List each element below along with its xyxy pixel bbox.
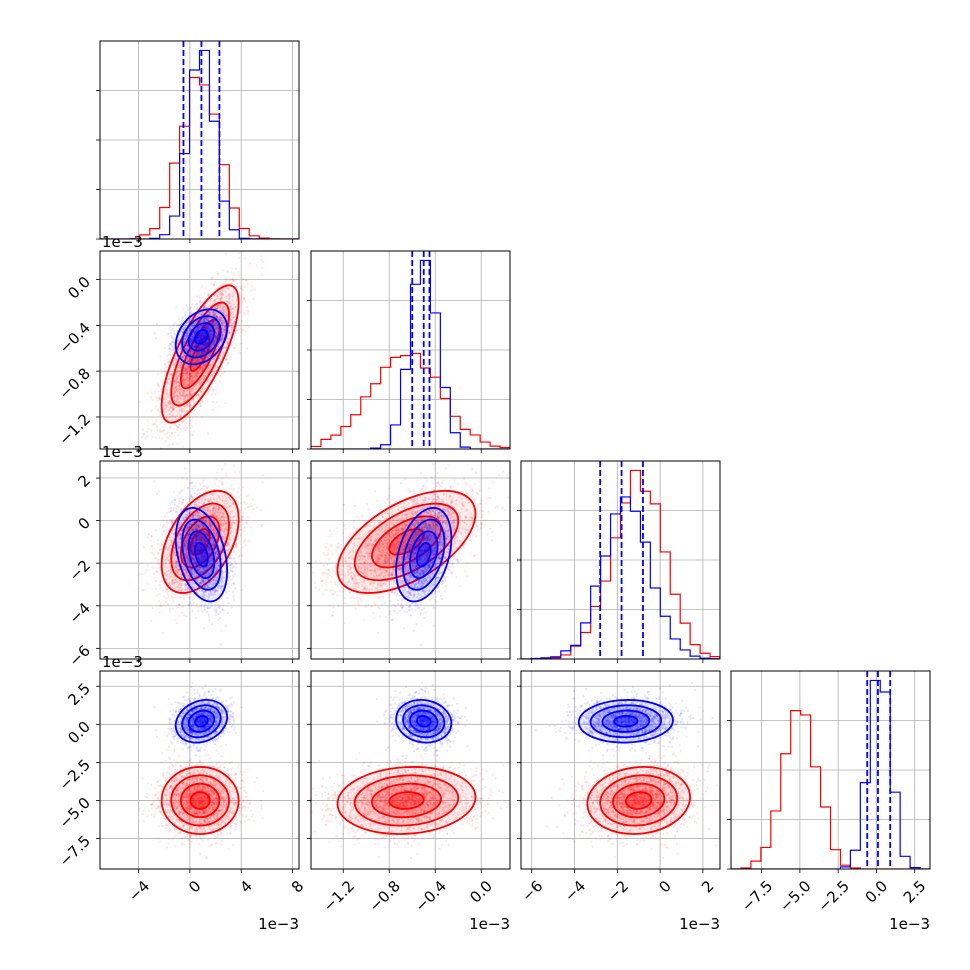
panel-1-1 xyxy=(307,250,511,453)
contours-series-0 xyxy=(160,284,240,424)
panel-3-3: −7.5 −5.0 −2.5 0.0 2.5 1e−3 xyxy=(727,670,931,933)
x-tick-label: 0 xyxy=(185,877,204,896)
axes-frame xyxy=(520,460,721,660)
x-tick-label: 0 xyxy=(655,877,674,896)
x-tick-label: −0.4 xyxy=(411,877,449,915)
y-tick-label: −4 xyxy=(66,599,94,627)
x-tick-label: 2.5 xyxy=(900,877,930,907)
plot-area xyxy=(100,251,299,449)
gridlines xyxy=(521,671,720,869)
x-tick-label: 2 xyxy=(698,877,717,896)
contours-series-1 xyxy=(577,699,674,744)
contours-series-0 xyxy=(586,766,691,835)
x-tick-label: 0.0 xyxy=(862,877,892,907)
plot-area xyxy=(311,251,510,449)
gridlines xyxy=(100,41,299,239)
x-tick-label: 0.0 xyxy=(466,877,496,907)
plot-area xyxy=(311,461,510,659)
contours-series-0 xyxy=(336,489,477,594)
plot-area xyxy=(521,461,720,659)
axes-frame xyxy=(310,250,511,450)
plot-area xyxy=(100,671,299,869)
contours-series-1 xyxy=(395,506,453,603)
axes-frame xyxy=(99,460,300,660)
plot-area xyxy=(521,671,720,869)
x-tick-label: 8 xyxy=(288,877,307,896)
histogram-series-0 xyxy=(731,709,930,869)
x-tick-label: −7.5 xyxy=(738,877,776,915)
histogram-series-0 xyxy=(100,76,299,239)
y-offset-label: 1e−3 xyxy=(102,653,143,671)
x-tick-label: 4 xyxy=(236,877,255,896)
contours-series-1 xyxy=(174,699,229,744)
histogram-series-1 xyxy=(311,259,510,449)
axes-frame xyxy=(99,40,300,240)
x-offset-label: 1e−3 xyxy=(258,915,299,933)
x-offset-label: 1e−3 xyxy=(469,915,510,933)
axes-frame xyxy=(520,670,721,870)
contours-series-0 xyxy=(336,766,477,835)
panel-1-0: 0.0 −0.4 −0.8 −1.2 1e−3 xyxy=(56,233,300,453)
contours-series-1 xyxy=(174,308,229,366)
y-tick-label: −0.8 xyxy=(56,364,94,402)
y-tick-label: −7.5 xyxy=(56,832,94,870)
x-tick-label: −4 xyxy=(561,877,589,905)
panel-2-0: 2 0 −2 −4 −6 1e−3 xyxy=(66,443,300,670)
x-offset-label: 1e−3 xyxy=(679,915,720,933)
x-tick-label: −2 xyxy=(604,877,632,905)
gridlines xyxy=(100,671,299,869)
gridlines xyxy=(731,671,930,869)
panel-2-2 xyxy=(517,460,721,663)
y-tick-label: −5.0 xyxy=(56,794,94,832)
axes-frame xyxy=(310,460,511,660)
y-offset-label: 1e−3 xyxy=(102,233,143,251)
y-offset-label: 1e−3 xyxy=(102,443,143,461)
y-tick-label: 2 xyxy=(75,471,94,490)
panel-3-1: −1.2 −0.8 −0.4 0.0 1e−3 xyxy=(307,670,511,933)
plot-area xyxy=(100,41,299,239)
axes-frame xyxy=(730,670,931,870)
axes-frame xyxy=(99,250,300,450)
plot-area xyxy=(311,671,510,869)
x-tick-label: −0.8 xyxy=(365,877,403,915)
plot-area xyxy=(100,461,299,659)
y-tick-label: −2.5 xyxy=(56,756,94,794)
panel-0-0 xyxy=(96,40,300,243)
axes-frame xyxy=(99,670,300,870)
x-tick-label: −2.5 xyxy=(814,877,852,915)
contours-series-0 xyxy=(160,766,240,835)
y-tick-label: −6 xyxy=(66,642,94,670)
contours-series-1 xyxy=(395,699,453,744)
panel-2-1 xyxy=(307,460,511,663)
x-tick-label: −6 xyxy=(518,877,546,905)
y-tick-label: 2.5 xyxy=(64,680,94,710)
y-tick-label: 0.0 xyxy=(64,718,94,748)
contours-series-1 xyxy=(174,506,229,603)
y-tick-label: −1.2 xyxy=(56,410,94,448)
y-tick-label: 0 xyxy=(75,514,94,533)
panel-3-0: −4 0 4 8 1e−3 2.5 0.0 −2.5−5.0−7.5 1e−3 xyxy=(56,653,308,933)
x-tick-label: −5.0 xyxy=(776,877,814,915)
y-tick-label: −2 xyxy=(66,556,94,584)
x-tick-label: −4 xyxy=(125,877,153,905)
x-offset-label: 1e−3 xyxy=(889,915,930,933)
histogram-series-1 xyxy=(521,496,720,659)
axes-frame xyxy=(310,670,511,870)
histogram-series-1 xyxy=(731,679,930,869)
y-tick-label: −0.4 xyxy=(56,319,94,357)
y-tick-label: 0.0 xyxy=(64,273,94,303)
x-tick-label: −1.2 xyxy=(319,877,357,915)
plot-area xyxy=(731,671,930,869)
panel-3-2: −6 −4 −2 0 2 1e−3 xyxy=(517,670,721,933)
